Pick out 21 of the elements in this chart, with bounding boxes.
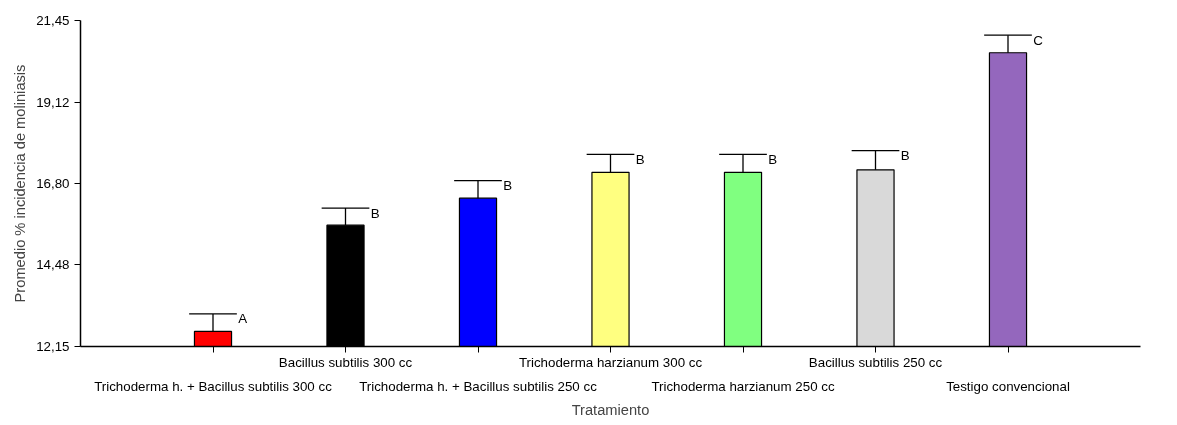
x-tick-label: Bacillus subtilis 300 cc — [278, 354, 413, 370]
y-tick-label: 14,48 — [36, 257, 70, 273]
annotation: B — [900, 148, 910, 164]
x-tick-label: Trichoderma h. + Bacillus subtilis 250 cc — [359, 378, 598, 394]
x-tick-label: Bacillus subtilis 250 cc — [808, 354, 943, 370]
x-axis-title: Tratamiento — [571, 401, 650, 418]
y-tick-label: 16,80 — [36, 176, 70, 191]
x-tick-label: Trichoderma harzianum 300 cc — [518, 354, 703, 370]
y-axis-title: Promedio % incidencia de moliniasis — [12, 64, 29, 303]
x-tick-label: Testigo convencional — [946, 378, 1070, 394]
annotation: B — [635, 151, 645, 167]
annotation: B — [503, 178, 513, 194]
y-tick-label: 21,45 — [36, 13, 70, 28]
x-tick-label: Trichoderma h. + Bacillus subtilis 300 cc — [94, 378, 333, 394]
x-tick-label: Trichoderma harzianum 250 cc — [651, 378, 835, 394]
annotation: B — [768, 151, 778, 167]
y-tick-label: 12,15 — [36, 339, 70, 354]
annotation: C — [1033, 32, 1044, 48]
annotation: B — [370, 205, 380, 221]
y-tick-label: 19,12 — [36, 94, 70, 110]
annotation: A — [238, 311, 248, 327]
